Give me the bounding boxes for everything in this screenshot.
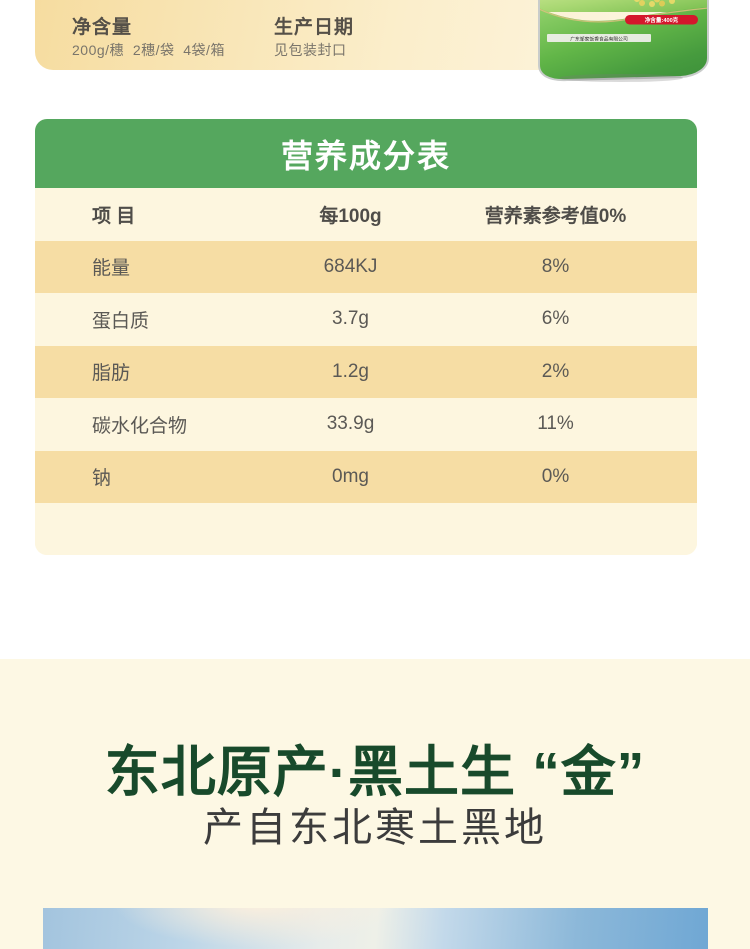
svg-text:净含量:400克: 净含量:400克 — [645, 16, 679, 24]
svg-text:广东邹家饭香食品有限公司: 广东邹家饭香食品有限公司 — [570, 36, 628, 43]
